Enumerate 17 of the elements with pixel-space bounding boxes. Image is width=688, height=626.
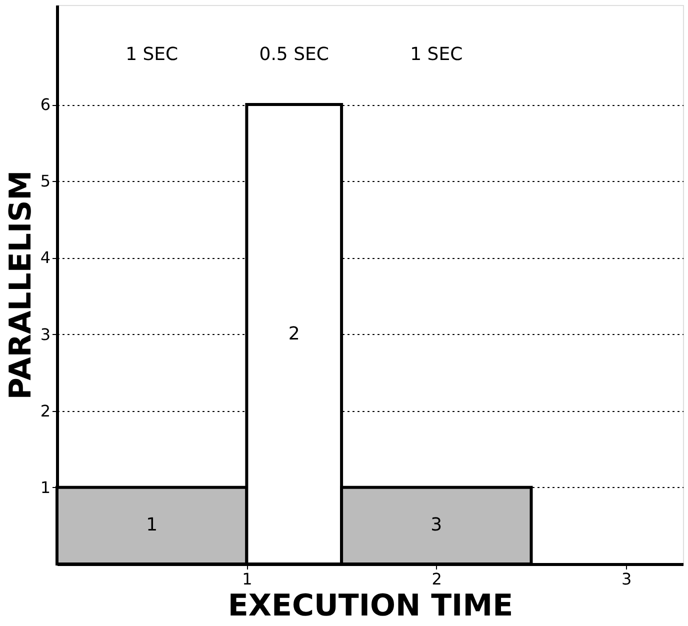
- annotation: 1: [146, 514, 158, 536]
- x-axis-title: EXECUTION TIME: [228, 588, 514, 624]
- annotation: 2: [288, 323, 300, 344]
- y-tick-label: 3: [40, 324, 50, 344]
- annotation: 0.5 SEC: [259, 44, 329, 65]
- y-tick-label: 2: [40, 401, 50, 420]
- y-tick-label: 1: [40, 478, 50, 497]
- x-tick-label: 2: [432, 570, 442, 588]
- y-tick-label: 4: [40, 248, 50, 268]
- y-axis-title: PARALLELISM: [3, 170, 38, 400]
- annotation: 3: [430, 514, 442, 536]
- x-tick-label: 3: [621, 570, 632, 588]
- y-tick-label: 6: [40, 95, 50, 114]
- y-tick-label: 5: [40, 172, 50, 191]
- annotation: 1 SEC: [410, 44, 463, 65]
- annotation: 1 SEC: [126, 44, 178, 65]
- x-tick-label: 1: [242, 570, 252, 588]
